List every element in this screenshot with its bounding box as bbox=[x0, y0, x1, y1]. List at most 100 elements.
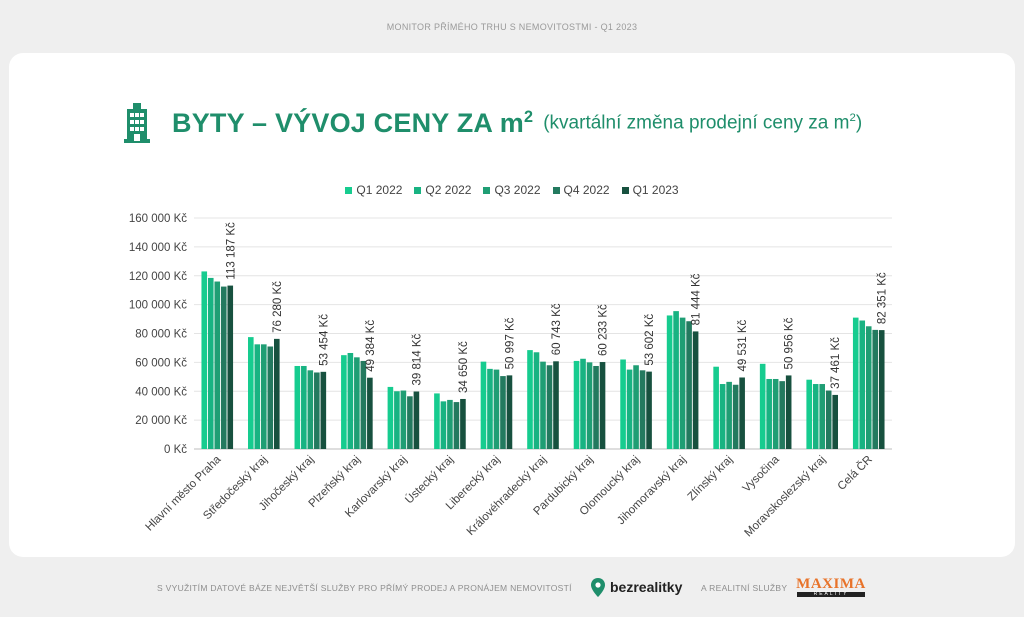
bar bbox=[301, 365, 307, 449]
x-tick-label: Moravskoslezský kraj bbox=[743, 454, 829, 540]
bar bbox=[207, 277, 214, 449]
data-label: 76 280 Kč bbox=[272, 281, 284, 333]
bar bbox=[407, 396, 413, 449]
bar bbox=[785, 375, 792, 449]
legend-item-q2-2022: Q2 2022 bbox=[414, 183, 471, 197]
data-label: 49 531 Kč bbox=[737, 319, 749, 371]
y-tick-label: 120 000 Kč bbox=[129, 271, 187, 283]
bar bbox=[220, 286, 227, 449]
bar bbox=[540, 361, 546, 449]
legend-label: Q4 2022 bbox=[563, 183, 610, 197]
legend-label: Q2 2022 bbox=[425, 183, 472, 197]
bar bbox=[314, 372, 320, 449]
bar bbox=[527, 350, 533, 449]
x-tick-label: Hlavní město Praha bbox=[143, 453, 223, 533]
bar bbox=[772, 378, 779, 449]
data-label: 113 187 Kč bbox=[225, 222, 237, 280]
page-title-text: BYTY – VÝVOJ CENY ZA m bbox=[172, 107, 525, 138]
bar bbox=[666, 315, 673, 449]
bar bbox=[546, 365, 553, 449]
data-label: 60 233 Kč bbox=[598, 304, 610, 356]
bar bbox=[865, 326, 872, 449]
data-label: 50 997 Kč bbox=[504, 317, 516, 369]
bar bbox=[453, 402, 460, 449]
bar bbox=[806, 379, 812, 449]
legend-swatch bbox=[483, 186, 491, 194]
data-label: 50 956 Kč bbox=[784, 317, 796, 369]
page-title-superscript: 2 bbox=[524, 107, 534, 126]
bar bbox=[620, 359, 626, 449]
y-tick-label: 20 000 Kč bbox=[135, 415, 187, 427]
bar bbox=[646, 371, 652, 449]
bar bbox=[599, 362, 606, 449]
legend-swatch bbox=[621, 186, 629, 194]
bar bbox=[400, 390, 407, 449]
bar bbox=[341, 355, 347, 449]
y-tick-label: 100 000 Kč bbox=[129, 300, 187, 312]
bar bbox=[586, 362, 593, 449]
bar bbox=[719, 384, 726, 449]
legend-item-q3-2022: Q3 2022 bbox=[483, 183, 541, 197]
x-tick-label: Královéhradecký kraj bbox=[465, 454, 549, 538]
y-tick-label: 60 000 Kč bbox=[135, 357, 187, 369]
bar bbox=[307, 370, 314, 449]
bar bbox=[859, 320, 866, 449]
bar bbox=[739, 377, 745, 449]
page-title: BYTY – VÝVOJ CENY ZA m2 bbox=[172, 108, 533, 139]
bar bbox=[633, 365, 639, 449]
legend-swatch bbox=[345, 186, 353, 194]
bar bbox=[460, 398, 466, 449]
bar bbox=[713, 366, 719, 449]
bar bbox=[394, 391, 400, 449]
maxima-logo: MAXIMA REALITY bbox=[795, 576, 867, 598]
chart-heading: BYTY – VÝVOJ CENY ZA m2 (kvartální změna… bbox=[124, 98, 862, 148]
report-header: MONITOR PŘÍMÉHO TRHU S NEMOVITOSTMI - Q1… bbox=[386, 22, 638, 32]
chart-legend: Q1 2022 Q2 2022 Q3 2022 Q4 2022 Q1 2023 bbox=[0, 183, 1024, 197]
legend-label: Q1 2022 bbox=[356, 183, 403, 197]
bar bbox=[493, 369, 500, 449]
legend-item-q1-2023: Q1 2023 bbox=[621, 183, 679, 197]
maxima-logo-bar bbox=[797, 592, 865, 597]
bar bbox=[506, 375, 513, 449]
bar bbox=[261, 344, 267, 449]
bar bbox=[440, 401, 447, 449]
y-tick-label: 0 Kč bbox=[164, 444, 187, 456]
location-pin-icon bbox=[591, 578, 605, 597]
legend-swatch bbox=[414, 186, 422, 194]
bar bbox=[201, 271, 208, 449]
bar bbox=[832, 394, 838, 449]
data-label: 39 814 Kč bbox=[411, 333, 423, 385]
bar bbox=[267, 346, 274, 449]
data-label: 81 444 Kč bbox=[691, 273, 703, 325]
data-label: 53 602 Kč bbox=[644, 314, 656, 366]
bar bbox=[248, 337, 254, 449]
bar bbox=[447, 399, 453, 449]
bar bbox=[294, 365, 301, 449]
bar bbox=[553, 361, 559, 449]
legend-label: Q1 2023 bbox=[632, 183, 679, 197]
bar bbox=[320, 371, 327, 449]
bar bbox=[274, 338, 280, 449]
data-label: 34 650 Kč bbox=[458, 341, 470, 393]
bar bbox=[254, 344, 261, 449]
y-tick-label: 140 000 Kč bbox=[129, 242, 187, 254]
bar bbox=[367, 377, 373, 449]
bar bbox=[573, 360, 580, 449]
bar bbox=[766, 378, 772, 449]
bar bbox=[347, 352, 354, 449]
data-label: 82 351 Kč bbox=[877, 272, 889, 324]
bar bbox=[779, 381, 785, 449]
bar bbox=[434, 393, 440, 449]
bar bbox=[593, 365, 599, 449]
x-tick-label: Zlínský kraj bbox=[686, 454, 736, 504]
data-label: 37 461 Kč bbox=[830, 337, 842, 389]
footer: S VYUŽITÍM DATOVÉ BÁZE NEJVĚTŠÍ SLUŽBY P… bbox=[0, 576, 1024, 600]
legend-item-q4-2022: Q4 2022 bbox=[552, 183, 610, 197]
page-subtitle-text: (kvartální změna prodejní ceny za m bbox=[543, 112, 850, 134]
y-tick-label: 80 000 Kč bbox=[135, 329, 187, 341]
y-tick-label: 40 000 Kč bbox=[135, 386, 187, 398]
legend-swatch bbox=[552, 186, 560, 194]
x-tick-label: Vysočina bbox=[741, 453, 783, 495]
bar bbox=[673, 311, 679, 449]
